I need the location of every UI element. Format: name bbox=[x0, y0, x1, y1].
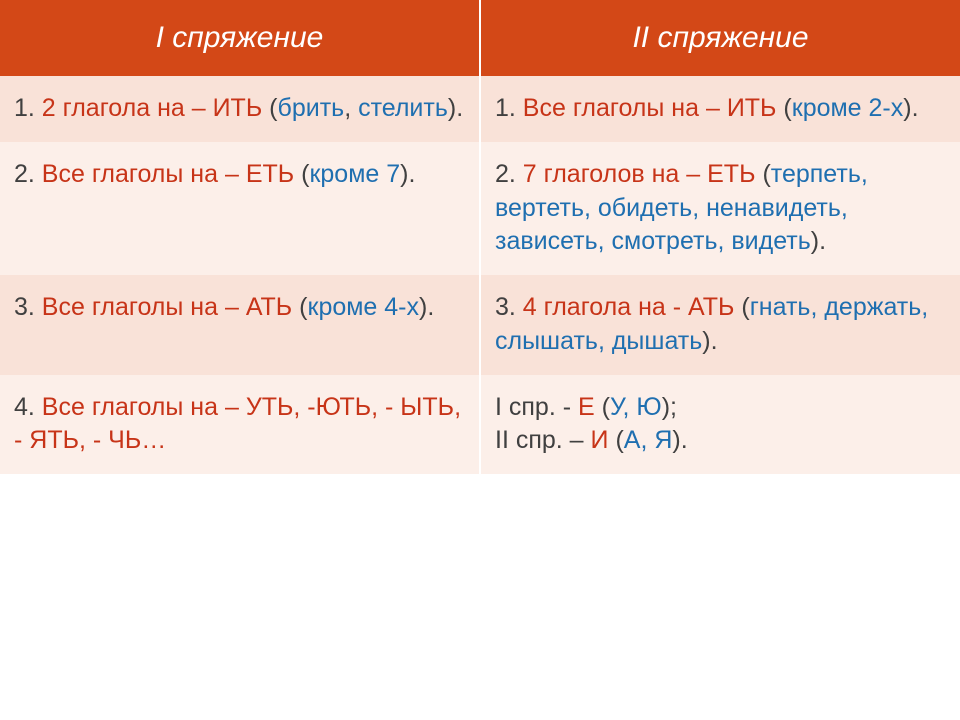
cell-left-1: 1. 2 глагола на – ИТЬ (брить, стелить). bbox=[0, 76, 481, 142]
cell-right-2: 2. 7 глаголов на – ЕТЬ (терпеть, вертеть… bbox=[481, 142, 960, 275]
txt: ( bbox=[294, 160, 309, 188]
txt: ( bbox=[609, 426, 624, 454]
cell-right-1: 1. Все глаголы на – ИТЬ (кроме 2-х). bbox=[481, 76, 960, 142]
red-text: Все глаголы на – УТЬ, -ЮТЬ, - ЫТЬ, - ЯТЬ… bbox=[14, 393, 461, 455]
blue-text: стелить bbox=[358, 94, 448, 122]
header-col2: II спряжение bbox=[481, 0, 960, 76]
red-text: 4 глагола на - АТЬ bbox=[523, 293, 735, 321]
txt: ( bbox=[776, 94, 791, 122]
table-row: 2. Все глаголы на – ЕТЬ (кроме 7). 2. 7 … bbox=[0, 142, 960, 275]
txt: ( bbox=[756, 160, 771, 188]
txt: ( bbox=[734, 293, 749, 321]
num: 3. bbox=[14, 293, 42, 321]
table-row: 4. Все глаголы на – УТЬ, -ЮТЬ, - ЫТЬ, - … bbox=[0, 375, 960, 475]
num: 4. bbox=[14, 393, 42, 421]
conjugation-table: I спряжение II спряжение 1. 2 глагола на… bbox=[0, 0, 960, 720]
txt: II спр. – bbox=[495, 426, 591, 454]
cell-right-3: 3. 4 глагола на - АТЬ (гнать, держать, с… bbox=[481, 275, 960, 375]
num: 2. bbox=[14, 160, 42, 188]
num: 1. bbox=[495, 94, 523, 122]
txt: ). bbox=[811, 227, 826, 255]
cell-left-3: 3. Все глаголы на – АТЬ (кроме 4-х). bbox=[0, 275, 481, 375]
txt: ). bbox=[903, 94, 918, 122]
txt: , bbox=[344, 94, 358, 122]
red-text: И bbox=[591, 426, 609, 454]
blue-text: кроме 7 bbox=[309, 160, 400, 188]
txt: ). bbox=[419, 293, 434, 321]
red-text: 2 глагола на – ИТЬ bbox=[42, 94, 262, 122]
blue-text: кроме 4-х bbox=[308, 293, 420, 321]
red-text: Все глаголы на – АТЬ bbox=[42, 293, 292, 321]
red-text: Все глаголы на – ЕТЬ bbox=[42, 160, 294, 188]
red-text: Все глаголы на – ИТЬ bbox=[523, 94, 777, 122]
txt: ). bbox=[448, 94, 463, 122]
txt: ( bbox=[595, 393, 610, 421]
blue-text: У, Ю bbox=[610, 393, 662, 421]
cell-left-2: 2. Все глаголы на – ЕТЬ (кроме 7). bbox=[0, 142, 481, 275]
txt: ); bbox=[662, 393, 677, 421]
num: 2. bbox=[495, 160, 523, 188]
txt: ( bbox=[262, 94, 277, 122]
num: 1. bbox=[14, 94, 42, 122]
table-row: 3. Все глаголы на – АТЬ (кроме 4-х). 3. … bbox=[0, 275, 960, 375]
txt: ). bbox=[702, 327, 717, 355]
cell-left-4: 4. Все глаголы на – УТЬ, -ЮТЬ, - ЫТЬ, - … bbox=[0, 375, 481, 475]
txt: I спр. - bbox=[495, 393, 578, 421]
txt: ). bbox=[672, 426, 687, 454]
table-row: 1. 2 глагола на – ИТЬ (брить, стелить). … bbox=[0, 76, 960, 142]
red-text: Е bbox=[578, 393, 595, 421]
txt: ( bbox=[292, 293, 307, 321]
blue-text: А, Я bbox=[624, 426, 673, 454]
red-text: 7 глаголов на – ЕТЬ bbox=[523, 160, 756, 188]
table-header: I спряжение II спряжение bbox=[0, 0, 960, 76]
num: 3. bbox=[495, 293, 523, 321]
txt: ). bbox=[400, 160, 415, 188]
cell-right-4: I спр. - Е (У, Ю); II спр. – И (А, Я). bbox=[481, 375, 960, 475]
blue-text: кроме 2-х bbox=[792, 94, 904, 122]
blue-text: брить bbox=[278, 94, 345, 122]
header-col1: I спряжение bbox=[0, 0, 481, 76]
